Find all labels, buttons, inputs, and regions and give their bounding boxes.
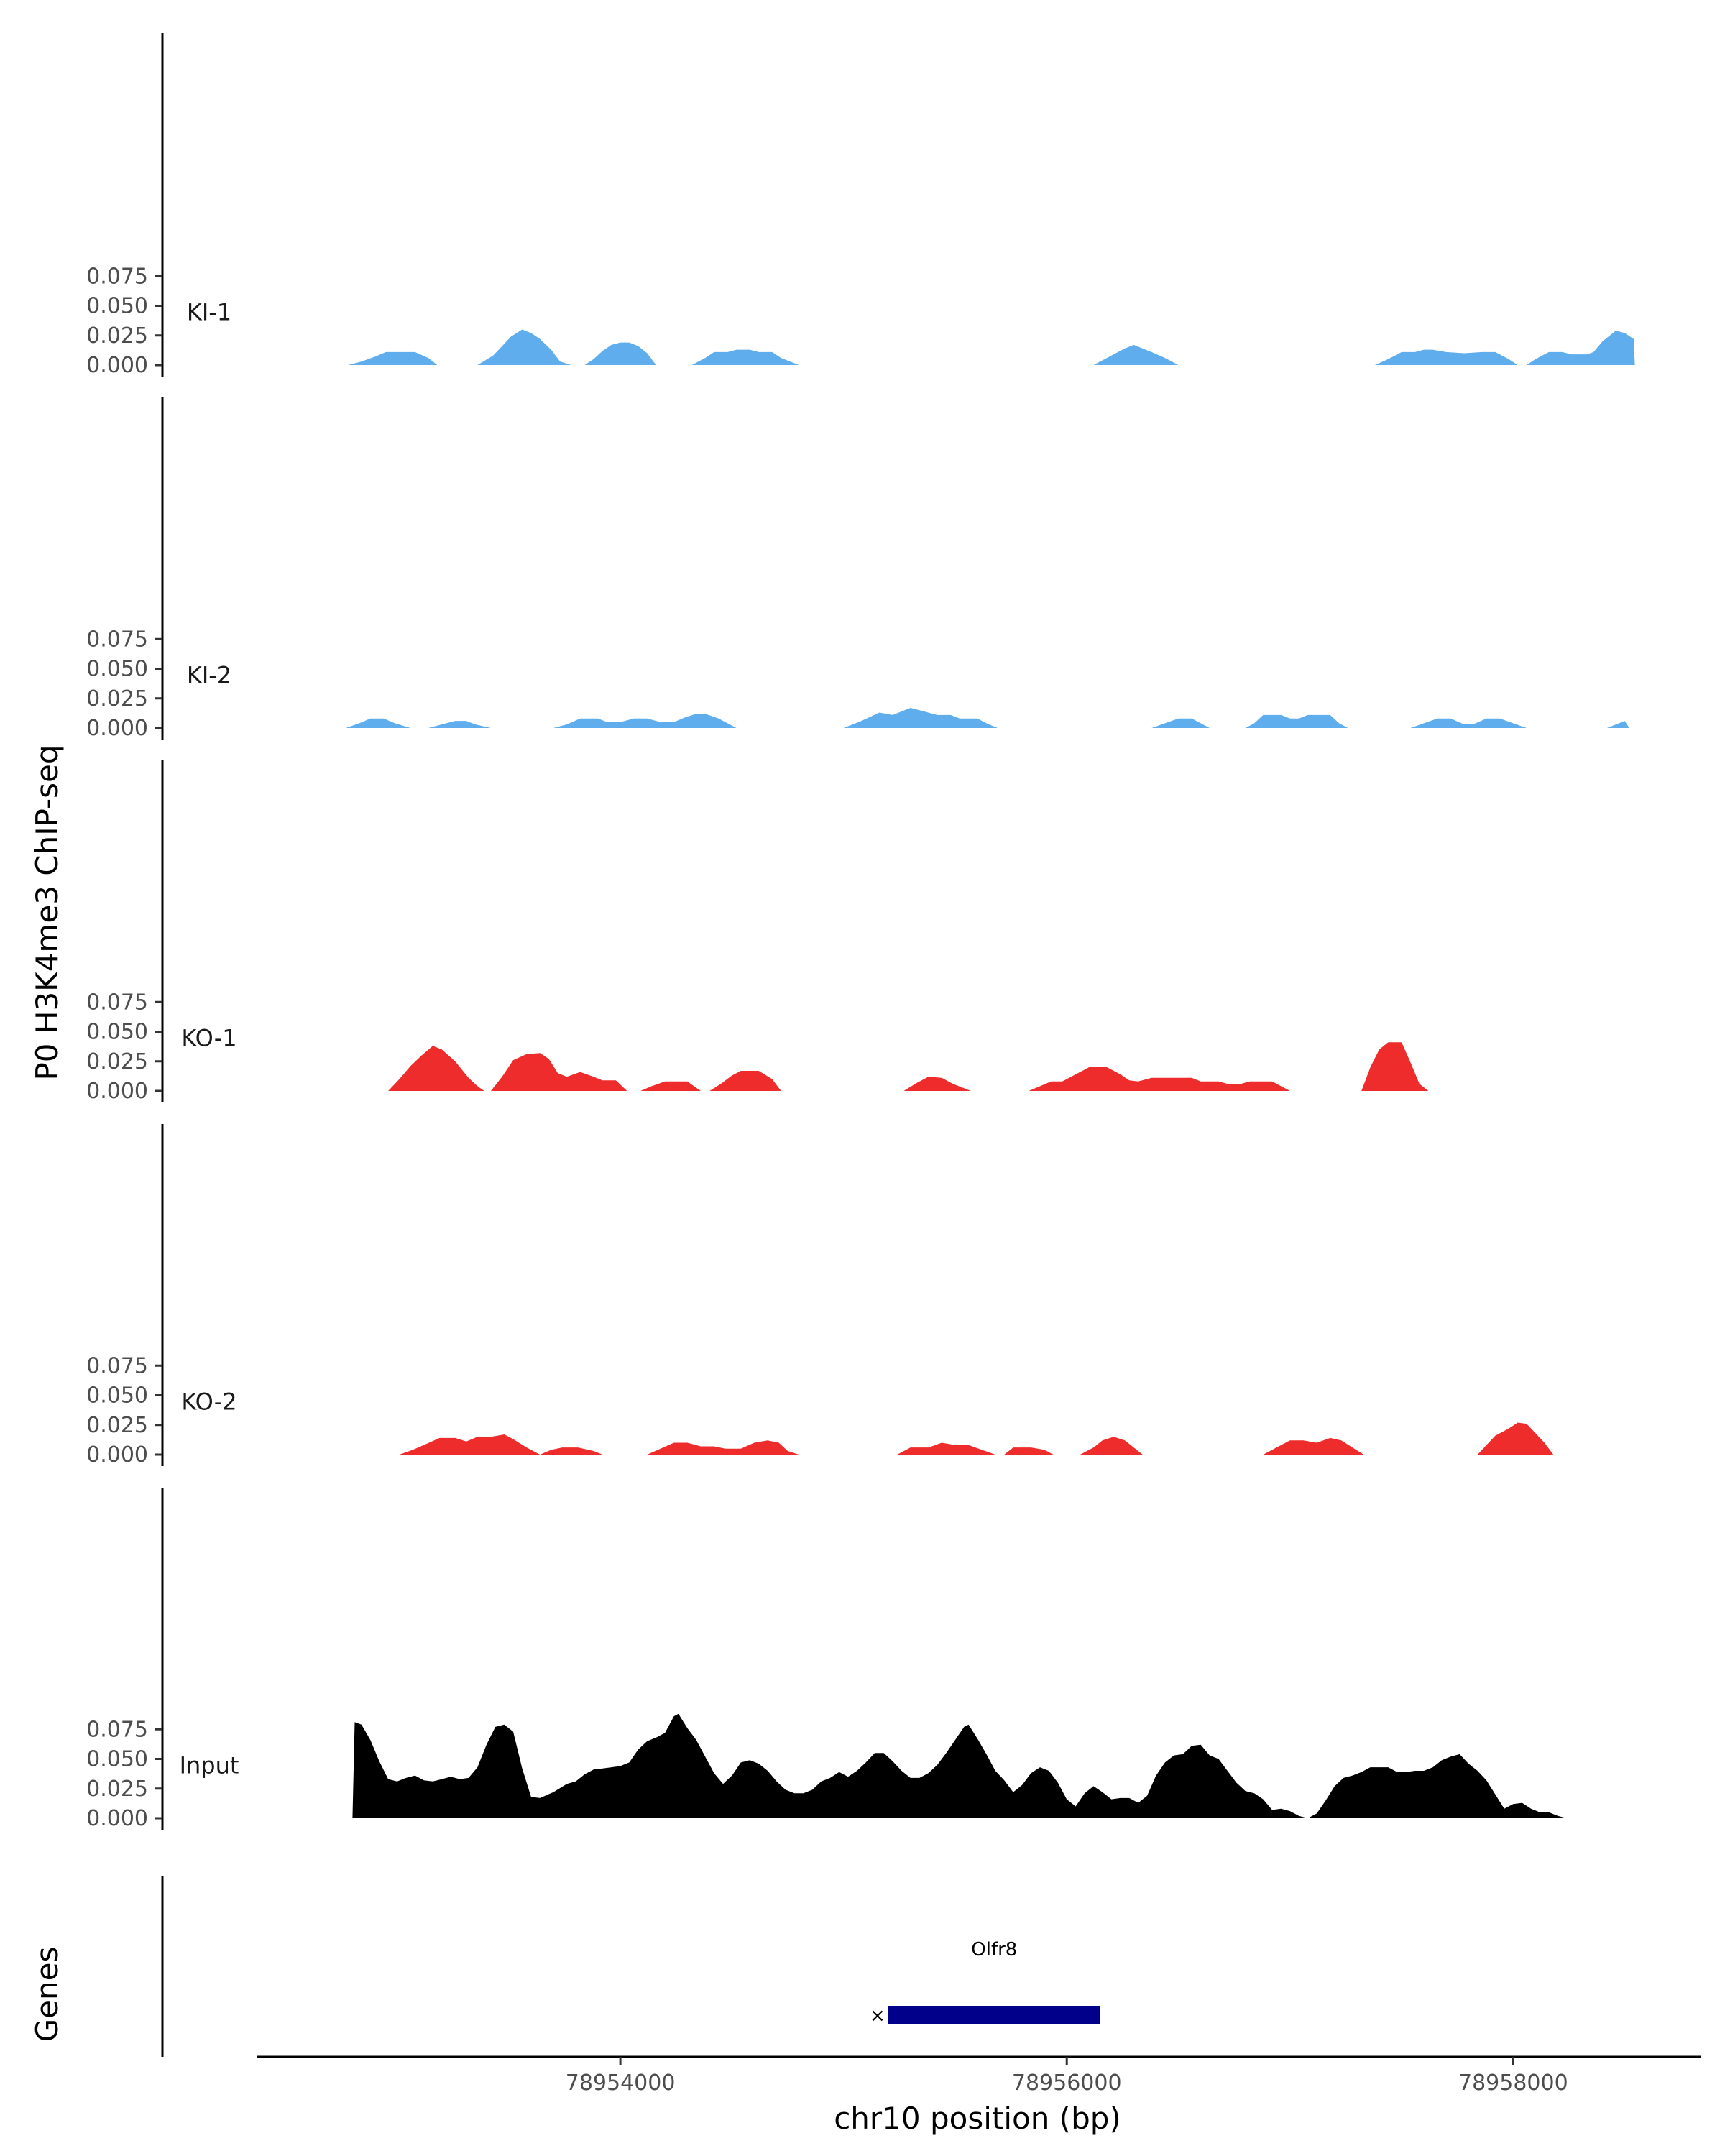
y-tick-label: 0.050 — [86, 294, 148, 319]
signal-peak — [691, 349, 799, 365]
signal-peak — [843, 708, 998, 728]
y-tick-label: 0.050 — [86, 1020, 148, 1045]
y-tick-label: 0.000 — [86, 353, 148, 378]
y-tick-label: 0.050 — [86, 657, 148, 682]
y-tick-label: 0.000 — [86, 716, 148, 741]
signal-peak — [348, 351, 438, 365]
y-axis-title: P0 H3K4me3 ChIP-seq — [29, 745, 65, 1080]
signal-peak — [1410, 718, 1527, 728]
track-ko-1: 0.000 0.025 0.050 0.075 KO-1 — [86, 760, 1429, 1104]
y-tick-label: 0.075 — [86, 1353, 148, 1378]
signal-peak — [352, 1713, 1567, 1818]
track-input: 0.000 0.025 0.050 0.075 Input — [86, 1488, 1567, 1831]
signal-peak — [1606, 721, 1629, 728]
signal-peak — [1263, 1437, 1364, 1455]
signal-peak — [491, 1053, 627, 1091]
signal-peak — [1527, 331, 1635, 365]
y-tick-label: 0.000 — [86, 1806, 148, 1831]
track-ki-1: 0.000 0.025 0.050 0.075 KI-1 — [86, 33, 1635, 378]
y-tick-label: 0.075 — [86, 264, 148, 289]
signal-peak — [1151, 718, 1210, 728]
y-tick-label: 0.075 — [86, 1717, 148, 1742]
signal-peak — [640, 1081, 701, 1091]
x-tick-label: 78958000 — [1458, 2070, 1568, 2096]
signal-peak — [647, 1440, 799, 1455]
gene-strand-marker: × — [870, 2005, 886, 2027]
gene-label: Olfr8 — [971, 1939, 1017, 1961]
track-label: Input — [180, 1752, 239, 1779]
signal-peak — [477, 329, 571, 365]
signal-peak — [428, 721, 491, 728]
signal-peak — [584, 342, 656, 365]
track-label: KO-1 — [181, 1025, 236, 1052]
y-tick-label: 0.050 — [86, 1383, 148, 1409]
signal-peak — [388, 1046, 484, 1091]
track-ki-2: 0.000 0.025 0.050 0.075 KI-2 — [86, 397, 1629, 741]
track-label: KO-2 — [181, 1388, 236, 1416]
signal-peak — [1093, 344, 1179, 365]
y-tick-label: 0.075 — [86, 627, 148, 652]
y-tick-label: 0.025 — [86, 323, 148, 349]
signal-peak — [553, 714, 737, 728]
signal-peak — [1004, 1447, 1054, 1455]
signal-peak — [1374, 349, 1518, 365]
signal-peak — [1029, 1067, 1290, 1091]
signal-peak — [903, 1077, 971, 1091]
signal-peak — [897, 1442, 995, 1455]
signal-peak — [1080, 1437, 1143, 1455]
gene-track-panel: × Olfr8 — [161, 1876, 1100, 2057]
signal-peak — [1245, 714, 1348, 728]
x-axis: 78954000 78956000 78958000 — [257, 2055, 1701, 2096]
signal-peak — [1477, 1422, 1554, 1455]
signal-peak — [709, 1071, 781, 1091]
y-tick-label: 0.025 — [86, 1777, 148, 1802]
x-tick-label: 78956000 — [1012, 2070, 1122, 2096]
x-tick-label: 78954000 — [566, 2070, 676, 2096]
signal-peak — [346, 718, 411, 728]
y-tick-label: 0.025 — [86, 1049, 148, 1074]
signal-peak — [1361, 1042, 1429, 1091]
x-axis-title: chr10 position (bp) — [834, 2101, 1121, 2136]
y-tick-label: 0.000 — [86, 1079, 148, 1104]
y-tick-label: 0.075 — [86, 990, 148, 1015]
gene-track-title: Genes — [29, 1947, 65, 2042]
track-label: KI-1 — [187, 299, 231, 326]
y-tick-label: 0.050 — [86, 1747, 148, 1772]
track-ko-2: 0.000 0.025 0.050 0.075 KO-2 — [86, 1124, 1554, 1468]
y-tick-label: 0.025 — [86, 1413, 148, 1438]
y-tick-label: 0.000 — [86, 1442, 148, 1468]
track-label: KI-2 — [187, 662, 231, 689]
y-tick-label: 0.025 — [86, 686, 148, 711]
signal-tracks: 0.0000.0250.0500.075KI-10.0000.0250.0500… — [86, 33, 1635, 1831]
signal-peak — [399, 1434, 603, 1455]
gene-body — [888, 2006, 1100, 2024]
